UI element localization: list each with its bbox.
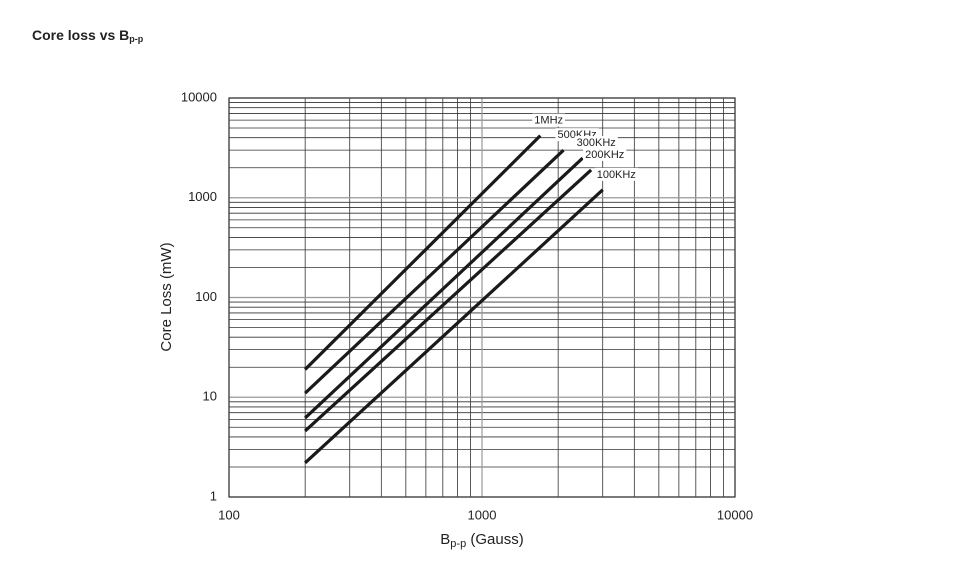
y-tick-label: 10000 bbox=[181, 89, 217, 104]
label-background bbox=[574, 136, 618, 150]
series-label: 300KHz bbox=[577, 137, 616, 149]
series-line bbox=[304, 134, 542, 371]
x-label-suffix: (Gauss) bbox=[466, 531, 524, 548]
series-label: 200KHz bbox=[585, 149, 624, 161]
y-tick-label: 1 bbox=[210, 488, 217, 503]
y-axis-label: Core Loss (mW) bbox=[158, 242, 175, 351]
series-label: 100KHz bbox=[597, 169, 636, 181]
label-background bbox=[583, 147, 627, 161]
x-tick-label: 1000 bbox=[468, 507, 497, 522]
title-text: Core loss vs B bbox=[32, 27, 129, 43]
y-tick-label: 1000 bbox=[188, 189, 217, 204]
x-axis-label: Bp-p (Gauss) bbox=[440, 531, 523, 550]
title-subscript: p-p bbox=[129, 34, 143, 44]
x-tick-label: 10000 bbox=[717, 507, 753, 522]
series-line bbox=[304, 188, 604, 465]
series-label: 1MHz bbox=[534, 114, 563, 126]
series-line bbox=[304, 148, 565, 395]
x-tick-label: 100 bbox=[218, 507, 240, 522]
series-line bbox=[304, 156, 584, 420]
label-background bbox=[532, 113, 566, 127]
plot-frame bbox=[228, 97, 736, 498]
y-tick-label: 10 bbox=[203, 389, 217, 404]
chart-title: Core loss vs Bp-p bbox=[32, 27, 144, 45]
x-label-subscript: p-p bbox=[450, 538, 466, 550]
series-line bbox=[304, 168, 593, 433]
x-label-text: B bbox=[440, 531, 450, 548]
y-tick-label: 100 bbox=[195, 289, 217, 304]
label-background bbox=[594, 167, 638, 181]
